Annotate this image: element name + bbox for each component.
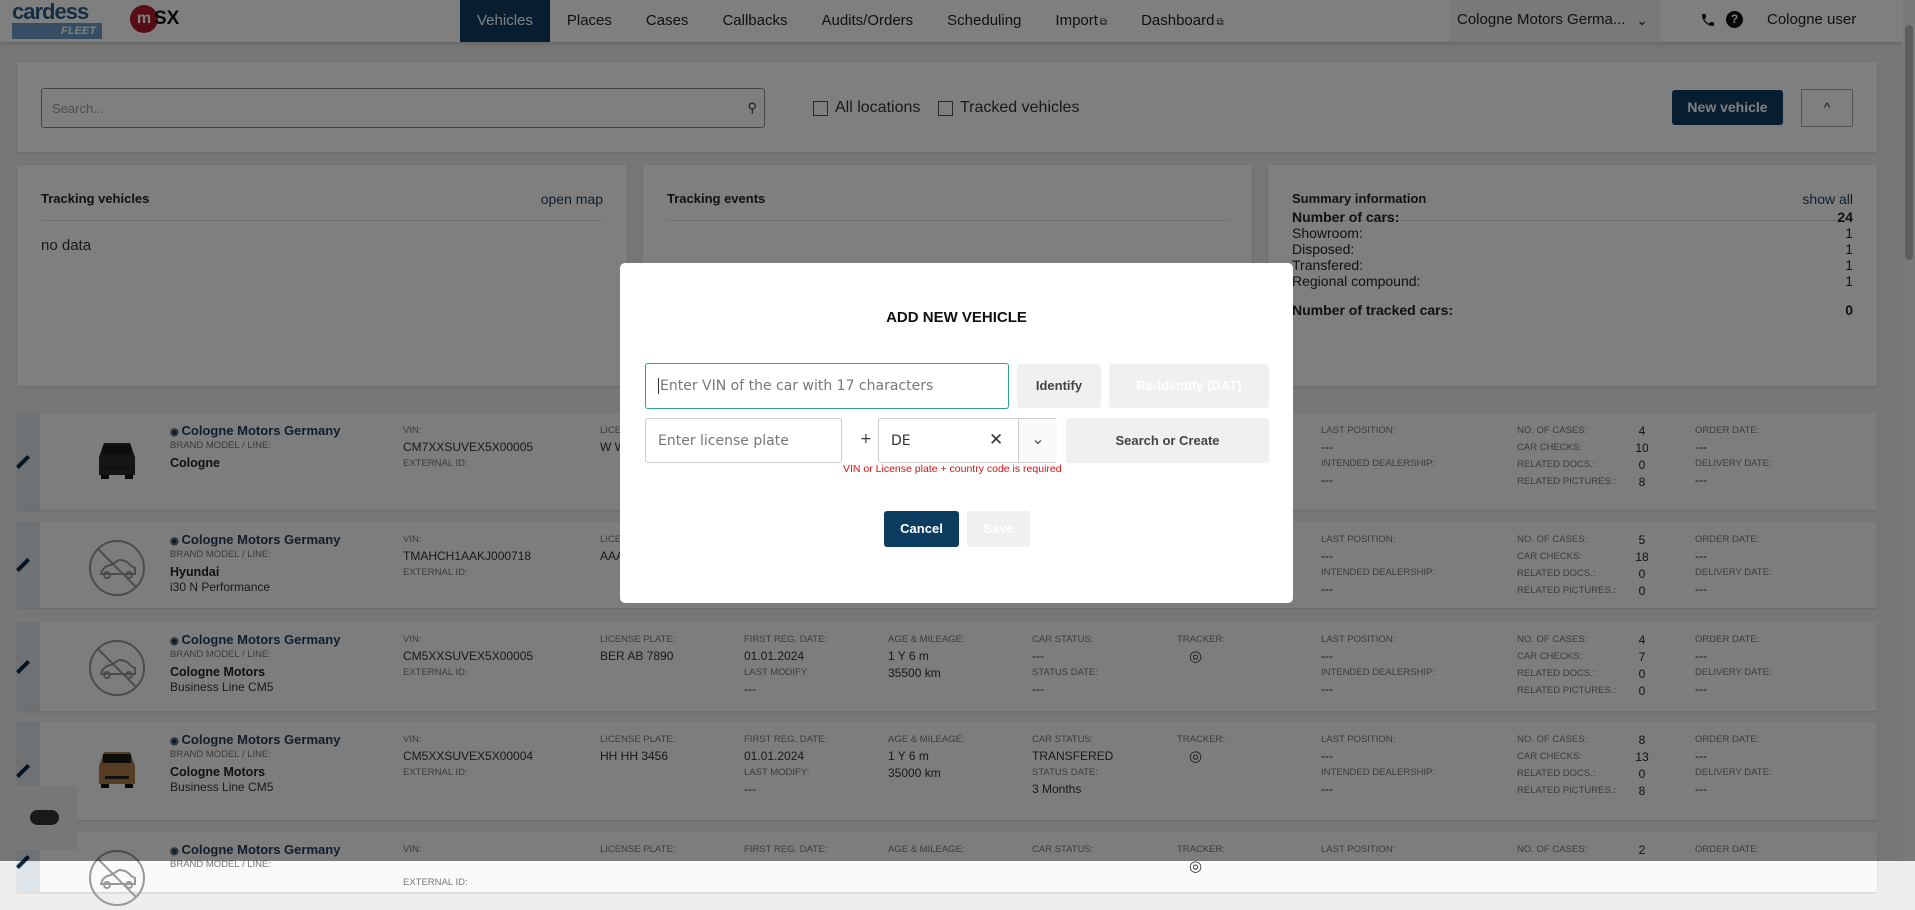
validation-error: VIN or License plate + country code is r… — [843, 463, 1062, 475]
dialog-title: ADD NEW VEHICLE — [886, 309, 1027, 326]
chevron-down-icon[interactable]: ⌄ — [1018, 419, 1057, 462]
field-label: EXTERNAL ID: — [403, 877, 468, 888]
plus-sign: + — [860, 431, 872, 447]
license-plate-input[interactable]: Enter license plate — [645, 418, 842, 463]
vin-placeholder: Enter VIN of the car with 17 characters — [658, 378, 934, 394]
vin-input[interactable]: Enter VIN of the car with 17 characters — [645, 363, 1009, 409]
plate-placeholder: Enter license plate — [658, 432, 789, 449]
country-value: DE — [891, 432, 911, 449]
identify-button[interactable]: Identify — [1017, 364, 1101, 408]
country-code-select[interactable]: DE ✕ ⌄ — [878, 418, 1057, 463]
clear-icon[interactable]: ✕ — [989, 430, 1004, 450]
reidentify-dat-button[interactable]: Re-identify (DAT) — [1109, 364, 1269, 408]
cancel-button[interactable]: Cancel — [884, 511, 959, 547]
search-or-create-button[interactable]: Search or Create — [1066, 418, 1269, 463]
add-vehicle-dialog: ADD NEW VEHICLE Enter VIN of the car wit… — [620, 263, 1293, 603]
save-button[interactable]: Save — [967, 511, 1030, 547]
